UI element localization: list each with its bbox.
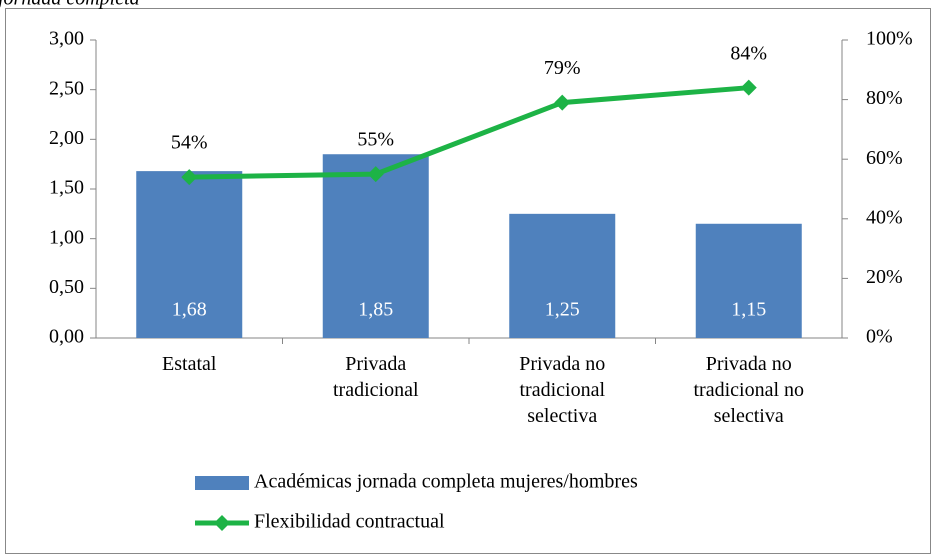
line-value-label: 84% [730,42,767,64]
legend-marker [214,515,230,531]
legend-label: Académicas jornada completa mujeres/homb… [254,471,638,493]
y-tick-label: 1,00 [49,226,84,248]
y-tick-label: 3,00 [49,28,84,50]
y2-tick-label: 20% [866,266,903,288]
line-marker [367,166,384,183]
x-tick-label: Estatal [162,353,217,375]
line-value-label: 54% [171,132,208,154]
y-tick-label: 0,50 [49,276,84,298]
x-tick-label: Privada no tradicional no selectiva [693,353,804,427]
line-value-label: 55% [357,129,394,151]
y2-tick-label: 40% [866,206,903,228]
chart-title: jornada completa [0,0,140,10]
bar-value-label: 1,85 [358,299,393,321]
line-marker [554,94,571,111]
y2-tick-label: 80% [866,87,903,109]
bar-value-label: 1,15 [731,299,766,321]
legend-label: Flexibilidad contractual [254,511,445,533]
legend-swatch [195,476,249,490]
y2-tick-label: 0% [866,326,893,348]
y-tick-label: 1,50 [49,177,84,199]
bar-value-label: 1,68 [172,299,207,321]
y2-tick-label: 60% [866,147,903,169]
line-value-label: 79% [544,57,581,79]
bar [136,171,243,338]
line-marker [740,79,757,96]
y-tick-label: 0,00 [49,326,84,348]
y-tick-label: 2,00 [49,127,84,149]
bar-value-label: 1,25 [545,299,580,321]
y-tick-label: 2,50 [49,77,84,99]
bar [695,223,802,338]
x-tick-label: Privada no tradicional selectiva [519,353,605,427]
line-marker [181,169,198,186]
line [189,85,749,180]
x-tick-label: Privada tradicional [333,353,419,401]
y2-tick-label: 100% [866,28,913,50]
bar [509,213,616,338]
bar [322,154,429,338]
